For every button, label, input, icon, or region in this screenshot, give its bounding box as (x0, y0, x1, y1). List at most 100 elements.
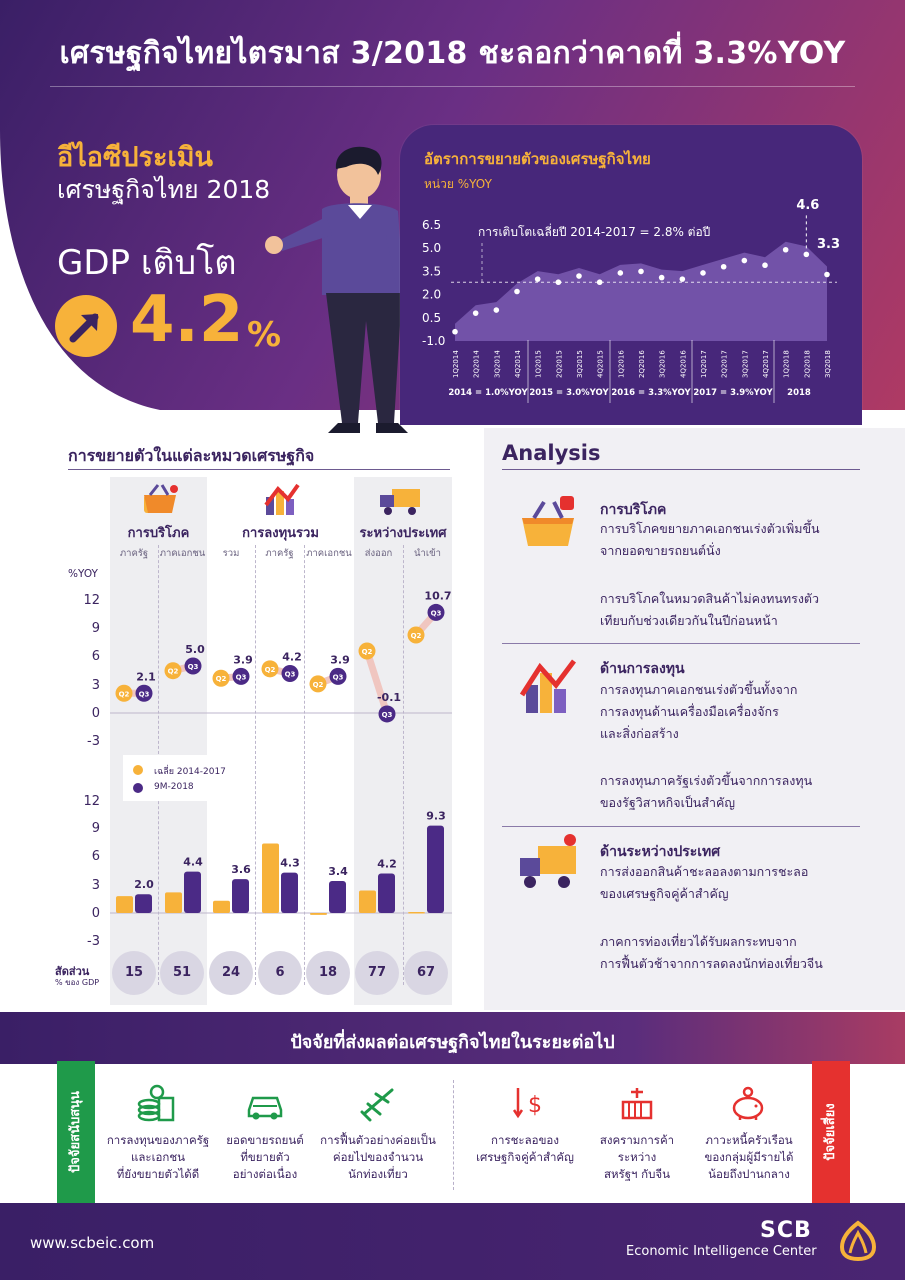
legend-swatch-9m (133, 783, 143, 793)
scb-brand: SCB (760, 1218, 812, 1243)
analysis-text: ภาคการท่องเที่ยวได้รับผลกระทบจาก การฟื้นต… (600, 934, 823, 971)
y-tick: 3 (91, 678, 100, 693)
page-title: เศรษฐกิจไทยไตรมาส 3/2018 ชะลอกว่าคาดที่ … (59, 36, 846, 71)
growth-x-tick: 3Q2016 (659, 350, 667, 378)
analysis-text: การบริโภคขยายภาคเอกชนเร่งตัวเพิ่มขึ้น จาก… (600, 521, 820, 558)
support-factors-label: ปัจจัยสนับสนุน (68, 1091, 83, 1173)
growth-y-tick: 2.0 (422, 288, 441, 302)
growth-x-tick: 1Q2016 (617, 350, 625, 378)
legend-label-9m: 9M-2018 (154, 782, 194, 792)
growth-point (658, 274, 665, 281)
growth-point (452, 328, 458, 335)
y-tick: -3 (87, 934, 100, 949)
group-international: ระหว่างประเทศ (359, 526, 447, 541)
airplane-icon (360, 1088, 394, 1122)
gdp-growth-unit: % (247, 315, 282, 355)
growth-point (638, 268, 644, 275)
growth-x-tick: 3Q2015 (576, 350, 584, 378)
gdp-growth-value: 4.2 (130, 283, 244, 357)
risk-factors-label: ปัจจัยเสี่ยง (823, 1103, 838, 1161)
gdp-share-value: 18 (306, 951, 350, 995)
growth-chart-title: อัตราการขยายตัวของเศรษฐกิจไทย (424, 150, 651, 168)
sector-chart-panel: การบริโภค การลงทุนรวม ระหว่างประเทศ ภาคร… (110, 477, 452, 1005)
risk-factor-text: ภาวะหนี้ครัวเรือน ของกลุ่มผู้มีรายได้ น้อย… (704, 1133, 794, 1181)
y-tick: -3 (87, 734, 100, 749)
growth-chart-average-note: การเติบโตเฉลี่ยปี 2014-2017 = 2.8% ต่อปี (478, 225, 711, 239)
growth-point (762, 262, 768, 269)
analysis-text: การลงทุนภาคเอกชนเร่งตัวขึ้นทั้งจาก การลงท… (600, 682, 798, 741)
column-label: รวม (222, 548, 240, 559)
scb-center-name: Economic Intelligence Center (626, 1244, 817, 1259)
analysis-heading-investment: ด้านการลงทุน (600, 661, 685, 677)
sector-legend: เฉลี่ย 2014-2017 9M-2018 (123, 755, 235, 801)
investment-chart-icon (264, 483, 300, 515)
growth-x-tick: 1Q2015 (535, 350, 543, 378)
growth-year-label: 2016 = 3.3%YOY (611, 388, 691, 398)
gdp-share-value: 6 (258, 951, 302, 995)
analysis-title: Analysis (502, 441, 601, 465)
arrow-up-right-icon (55, 295, 117, 357)
analysis-heading-international: ด้านระหว่างประเทศ (600, 844, 721, 860)
growth-year-label: 2018 (787, 388, 811, 398)
support-factors-tab: ปัจจัยสนับสนุน (57, 1061, 95, 1203)
growth-point (720, 263, 727, 270)
dollar-down-icon: $ (512, 1088, 542, 1119)
growth-point (679, 276, 686, 282)
investment-chart-icon (519, 659, 576, 713)
car-icon (247, 1096, 283, 1120)
growth-x-tick: 2Q2016 (638, 350, 646, 378)
column-label: ภาครัฐ (119, 548, 149, 559)
column-label: ภาคเอกชน (159, 548, 206, 559)
gdp-growth-label: GDP เติบโต (57, 243, 237, 283)
risk-factors-tab: ปัจจัยเสี่ยง (812, 1061, 850, 1203)
piggy-bank-icon (732, 1086, 764, 1120)
gdp-share-subtitle: % ของ GDP (55, 978, 100, 987)
growth-x-tick: 4Q2017 (762, 350, 770, 378)
growth-point (700, 270, 706, 276)
factors-banner (0, 1012, 905, 1064)
growth-point (534, 276, 541, 282)
factors-divider (453, 1080, 454, 1190)
growth-data-label: 4.6 (796, 198, 819, 213)
growth-point (782, 246, 789, 253)
gdp-share-value: 24 (209, 951, 253, 995)
growth-x-tick: 3Q2014 (493, 350, 501, 378)
sector-y-unit: %YOY (68, 568, 98, 580)
growth-x-tick: 2Q2018 (803, 350, 811, 378)
support-factor-text: ยอดขายรถยนต์ ที่ขยายตัว อย่างต่อเนื่อง (226, 1133, 304, 1181)
analysis-heading-consumption: การบริโภค (600, 502, 667, 518)
support-factor-text: การลงทุนของภาครัฐ และเอกชน ที่ยังขยายตัวได… (106, 1133, 210, 1181)
growth-year-label: 2015 = 3.0%YOY (529, 388, 609, 398)
column-label: ภาคเอกชน (306, 548, 352, 559)
money-stack-icon (137, 1084, 175, 1122)
y-tick: 6 (91, 649, 100, 664)
growth-year-label: 2014 = 1.0%YOY (448, 388, 528, 398)
growth-data-label: 3.3 (817, 237, 840, 252)
footer (0, 1203, 905, 1280)
column-label: ส่งออก (364, 548, 393, 559)
growth-x-tick: 1Q2018 (783, 350, 791, 378)
growth-point (596, 279, 603, 286)
gdp-share-value: 51 (160, 951, 204, 995)
analysis-divider (502, 643, 860, 644)
growth-point (472, 310, 479, 316)
y-tick: 3 (91, 878, 100, 893)
svg-text:$: $ (528, 1093, 542, 1118)
legend-swatch-average (133, 765, 143, 775)
support-factor-text: การฟื้นตัวอย่างค่อยเป็น ค่อยไปของจำนวน นัก… (320, 1133, 436, 1181)
y-tick: 0 (91, 706, 100, 721)
eic-assessment-subtitle: เศรษฐกิจไทย 2018 (57, 175, 271, 204)
growth-y-tick: 0.5 (422, 311, 441, 325)
growth-point (617, 270, 624, 276)
growth-y-tick: -1.0 (422, 334, 445, 348)
footer-website-link[interactable]: www.scbeic.com (30, 1234, 155, 1252)
column-label: ภาครัฐ (265, 548, 294, 559)
gdp-share-value: 77 (355, 951, 399, 995)
growth-year-label: 2017 = 3.9%YOY (693, 388, 773, 398)
sector-growth-title: การขยายตัวในแต่ละหมวดเศรษฐกิจ (68, 446, 315, 465)
growth-area (455, 241, 827, 341)
growth-x-tick: 2Q2014 (473, 350, 481, 378)
analysis-text: การส่งออกสินค้าชะลอลงตามการชะลอ ของเศรษฐก… (600, 864, 809, 901)
presenter-illustration (265, 146, 413, 433)
analysis-text: การลงทุนภาครัฐเร่งตัวขึ้นจากการลงทุน ของร… (600, 773, 813, 810)
